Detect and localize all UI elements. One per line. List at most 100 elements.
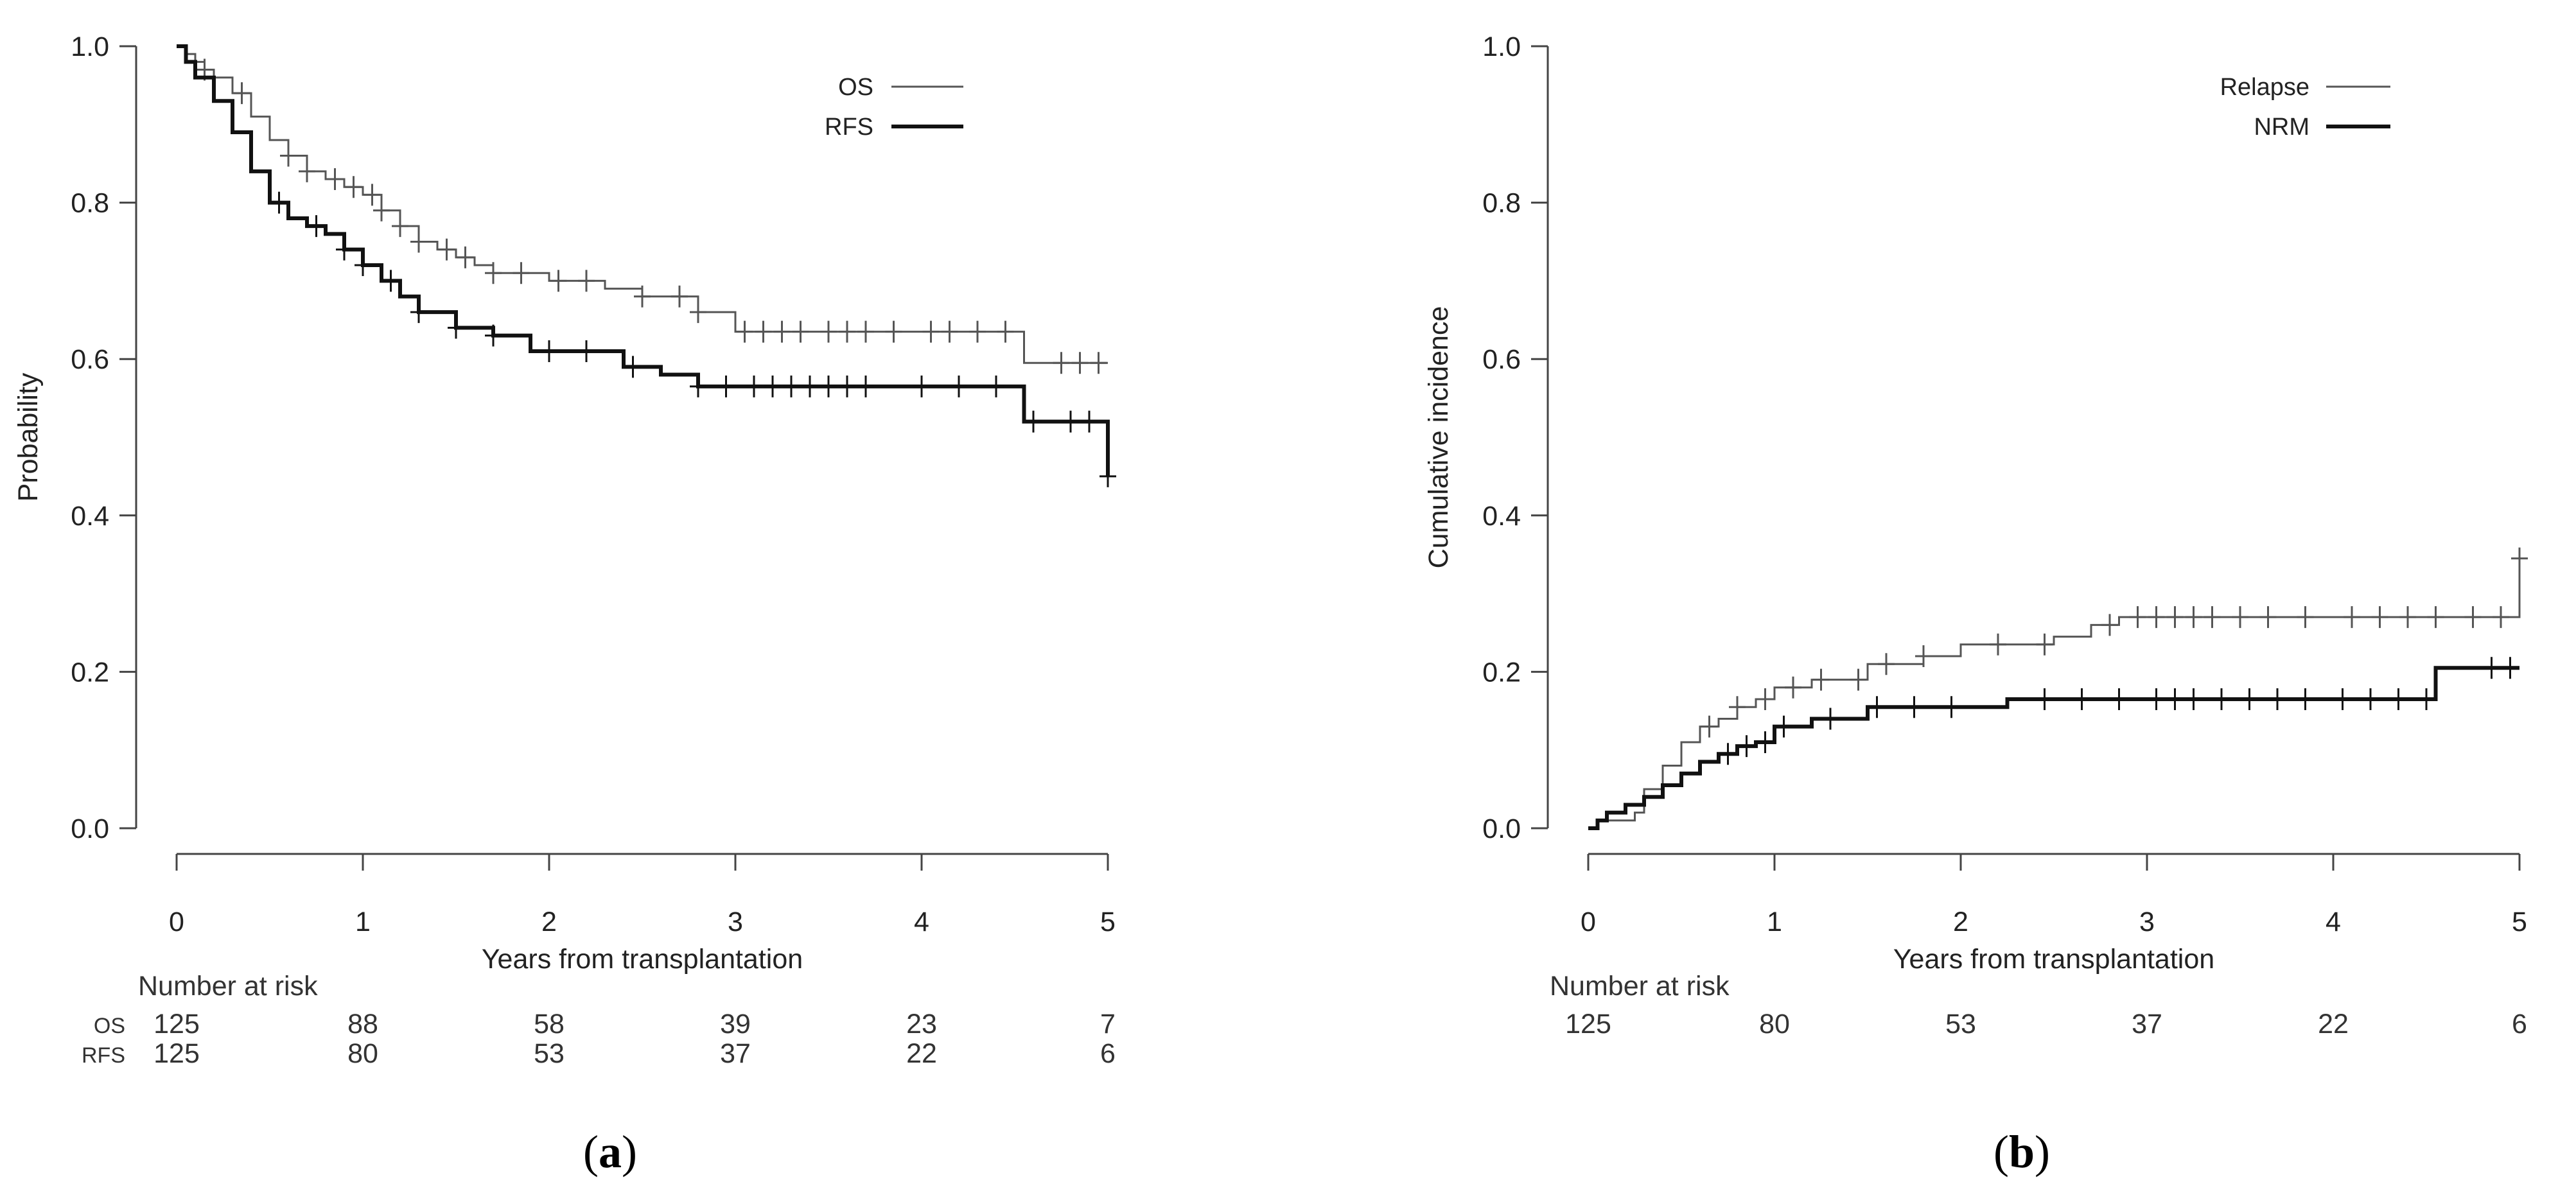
censor-mark-os <box>326 168 344 191</box>
censor-mark-rfs <box>717 375 735 397</box>
censor-mark-nrm <box>2297 688 2314 711</box>
y-tick-label: 1.0 <box>1482 31 1521 62</box>
censor-mark-rfs <box>988 375 1004 397</box>
censor-mark-os <box>773 320 791 343</box>
censor-mark-nrm <box>1775 715 1792 738</box>
censor-mark-relapse <box>2371 606 2388 629</box>
censor-mark-rfs <box>308 215 325 238</box>
censor-mark-os <box>1053 352 1070 374</box>
x-tick-label: 0 <box>169 907 184 937</box>
panel-b: 0 1 2 3 4 5 Years from transplantation 0.0 0.2 0.… <box>1423 31 2528 1178</box>
series-os-line <box>177 45 1108 364</box>
censor-mark-os <box>299 160 315 182</box>
censor-mark-nrm <box>1906 696 1923 718</box>
censor-mark-rfs <box>382 270 399 292</box>
censor-mark-nrm <box>2148 688 2165 711</box>
caption-open: ( <box>1993 1126 2009 1178</box>
risk-value: 23 <box>906 1009 937 1039</box>
censor-mark-rfs <box>783 375 800 397</box>
censor-mark-nrm <box>2166 688 2184 711</box>
x-tick-label: 4 <box>914 907 929 937</box>
risk-value: 80 <box>1759 1009 1790 1039</box>
legend-label-os: OS <box>838 74 873 101</box>
censor-mark-os <box>922 320 940 343</box>
censor-mark-os <box>550 270 567 292</box>
censor-mark-nrm <box>1868 696 1886 718</box>
censor-mark-relapse <box>1701 715 1718 738</box>
censor-mark-rfs <box>1100 465 1116 487</box>
censor-mark-rfs <box>448 317 464 339</box>
risk-value: 53 <box>1945 1009 1976 1039</box>
censor-mark-os <box>690 301 706 324</box>
y-tick-label: 0.8 <box>1482 188 1521 219</box>
y-tick-label: 1.0 <box>71 31 109 62</box>
censor-mark-nrm <box>1738 735 1755 758</box>
censor-mark-rfs <box>951 375 967 397</box>
y-tick-label: 0.2 <box>71 657 109 688</box>
censor-mark-os <box>513 262 530 284</box>
risk-value: 22 <box>906 1038 937 1069</box>
censor-mark-os <box>1090 352 1107 374</box>
legend-label-rfs: RFS <box>825 114 873 141</box>
caption-letter: b <box>2009 1126 2035 1178</box>
censor-mark-os <box>792 320 809 343</box>
x-tick-label: 4 <box>2326 907 2341 937</box>
censor-mark-rfs <box>270 191 288 214</box>
censor-mark-relapse <box>2297 606 2314 629</box>
censor-mark-os <box>280 144 297 167</box>
censor-mark-os <box>392 215 408 238</box>
series-rfs-line <box>177 44 1110 476</box>
series-relapse-line <box>1588 558 2521 830</box>
risk-value: 6 <box>2512 1009 2527 1039</box>
censor-mark-rfs <box>764 375 781 397</box>
censor-mark-os <box>438 238 455 261</box>
censor-mark-os <box>941 320 958 343</box>
censor-mark-nrm <box>2269 688 2286 711</box>
censor-mark-os <box>755 320 772 343</box>
censor-mark-rfs <box>820 375 837 397</box>
censor-mark-relapse <box>2344 606 2360 629</box>
censor-mark-relapse <box>2399 606 2416 629</box>
censor-mark-rfs <box>578 340 595 363</box>
risk-value: 125 <box>153 1038 200 1069</box>
risk-value: 6 <box>1100 1038 1116 1069</box>
censor-mark-os <box>233 82 250 105</box>
censor-mark-relapse <box>2129 606 2146 629</box>
y-tick-label: 0.4 <box>71 501 109 532</box>
censor-mark-nrm <box>2036 688 2053 711</box>
censor-mark-relapse <box>2259 606 2277 629</box>
censor-mark-rfs <box>355 254 371 277</box>
censor-mark-os <box>1071 352 1089 374</box>
censor-mark-rfs <box>690 375 706 397</box>
censor-mark-os <box>969 320 986 343</box>
censor-mark-nrm <box>2185 688 2202 711</box>
risk-value: 22 <box>2318 1009 2349 1039</box>
panel-caption: (a) <box>583 1126 637 1178</box>
censor-mark-os <box>885 320 902 343</box>
censor-mark-relapse <box>2427 606 2444 629</box>
censor-mark-rfs <box>802 375 818 397</box>
x-tick-label: 2 <box>1953 907 1968 937</box>
censor-mark-rfs <box>913 375 930 397</box>
censor-mark-nrm <box>2390 688 2407 711</box>
censor-mark-rfs <box>541 340 557 363</box>
censor-mark-relapse <box>2036 633 2053 656</box>
censor-mark-rfs <box>1062 410 1079 433</box>
risk-value: 125 <box>153 1009 200 1039</box>
censor-mark-relapse <box>1915 645 1932 668</box>
censor-mark-nrm <box>1757 731 1774 754</box>
censor-mark-relapse <box>2204 606 2221 629</box>
censor-mark-os <box>578 270 595 292</box>
caption-close: ) <box>2035 1126 2050 1178</box>
censor-mark-os <box>736 320 753 343</box>
censor-mark-relapse <box>2148 606 2165 629</box>
risk-table-title: Number at risk <box>1550 971 1730 1002</box>
censor-mark-os <box>457 246 474 268</box>
x-tick-label: 5 <box>1100 907 1116 937</box>
risk-value: 53 <box>534 1038 565 1069</box>
censor-mark-rfs <box>410 301 427 324</box>
y-tick-label: 0.2 <box>1482 657 1521 688</box>
x-tick-label: 0 <box>1581 907 1596 937</box>
x-axis-label: Years from transplantation <box>1893 944 2214 975</box>
